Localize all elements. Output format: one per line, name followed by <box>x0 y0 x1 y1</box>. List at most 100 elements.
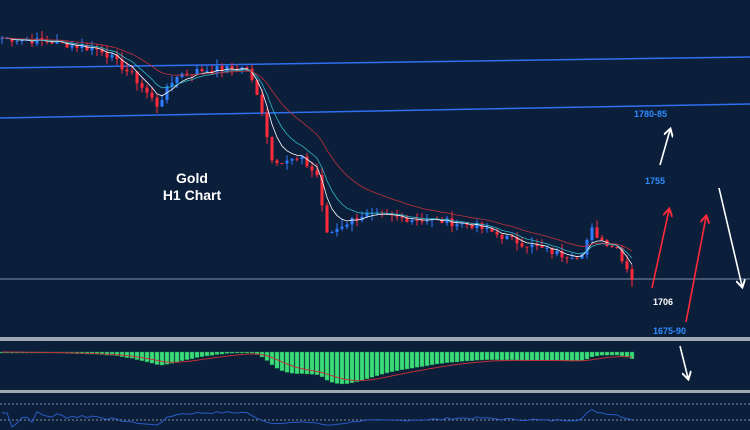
channel-line-lower <box>0 103 750 119</box>
macd-bar <box>479 351 485 361</box>
macd-bar <box>454 351 460 363</box>
candle-body <box>325 205 329 233</box>
macd-bar <box>189 351 195 359</box>
candle-body <box>455 224 459 227</box>
candle-body <box>215 66 219 73</box>
macd-bar <box>184 351 190 360</box>
macd-bar <box>229 351 235 354</box>
candle-body <box>540 246 544 248</box>
macd-bar <box>214 351 220 355</box>
candle-body <box>515 237 519 244</box>
macd-bar <box>244 351 250 354</box>
macd-bar <box>504 351 510 361</box>
annotation-1780-85: 1780-85 <box>634 109 668 119</box>
macd-bar <box>289 351 295 374</box>
candle-body <box>75 45 79 48</box>
macd-bar <box>549 351 555 361</box>
macd-bar <box>109 351 115 356</box>
macd-bar <box>224 351 230 354</box>
macd-bar <box>344 351 350 384</box>
candle-body <box>195 68 199 75</box>
chart-title: Gold H1 Chart <box>150 170 234 204</box>
macd-bar <box>354 351 360 383</box>
candle-body <box>105 52 109 58</box>
candle-body <box>45 40 49 43</box>
candle-body <box>110 55 114 58</box>
macd-bar <box>534 351 540 361</box>
candle-body <box>130 71 134 73</box>
macd-bar <box>614 351 620 356</box>
candle-body <box>420 220 424 222</box>
macd-bar <box>119 351 125 357</box>
macd-bar <box>539 351 545 361</box>
candle-body <box>365 213 369 217</box>
candle-body <box>385 213 389 215</box>
channel-line-upper <box>0 56 750 69</box>
candle-body <box>35 37 39 44</box>
candle-body <box>530 244 534 248</box>
candle-body <box>250 68 254 81</box>
candle-body <box>510 235 514 238</box>
macd-bar <box>174 351 180 363</box>
macd-bar <box>234 351 240 354</box>
macd-bar <box>424 351 430 366</box>
candle-body <box>525 246 529 248</box>
annotations <box>651 130 742 378</box>
macd-bar <box>364 351 370 380</box>
candle-body <box>475 223 479 229</box>
macd-bar <box>284 351 290 373</box>
candle-body <box>270 137 274 161</box>
macd-bar <box>179 351 185 361</box>
candle-body <box>155 97 159 107</box>
candle-body <box>360 216 364 221</box>
macd-bar <box>239 351 245 354</box>
macd-bar <box>554 351 560 361</box>
macd-bar <box>589 351 595 358</box>
macd-bar <box>194 351 200 358</box>
macd-bar <box>169 351 175 364</box>
candle-body <box>340 226 344 229</box>
macd-bar <box>309 351 315 375</box>
candle-body <box>415 219 419 221</box>
macd-bar <box>114 351 120 356</box>
candle-body <box>225 66 229 72</box>
candle-body <box>115 55 119 59</box>
candle-body <box>620 248 624 262</box>
macd-bar <box>329 351 335 383</box>
arrow-down-white <box>718 187 742 286</box>
candle-body <box>15 41 19 43</box>
macd-bar <box>154 351 160 365</box>
macd-bar <box>584 351 590 360</box>
macd-bar <box>519 351 525 361</box>
macd-bar <box>379 351 385 375</box>
macd-bar <box>304 351 310 375</box>
candle-body <box>410 219 414 222</box>
candle-body <box>615 246 619 249</box>
candle-body <box>330 232 334 234</box>
macd-bar <box>204 351 210 357</box>
candle-body <box>265 112 269 138</box>
panel-divider <box>0 390 750 393</box>
candle-body <box>500 234 504 240</box>
candle-body <box>560 251 564 258</box>
macd-bar <box>489 351 495 360</box>
candle-body <box>555 251 559 255</box>
macd-bar <box>144 351 150 363</box>
candle-body <box>295 158 299 160</box>
macd-bar <box>399 351 405 370</box>
macd-bar <box>199 351 205 357</box>
candle-body <box>210 70 214 73</box>
macd-bar <box>294 351 300 374</box>
macd-bar <box>564 351 570 362</box>
candle-body <box>0 38 4 40</box>
arrow-up-red <box>651 210 669 289</box>
macd-bar <box>439 351 445 364</box>
macd-bar <box>349 351 355 383</box>
candle-body <box>610 246 614 248</box>
macd-bar <box>559 351 565 361</box>
macd-bar <box>389 351 395 372</box>
macd-panel <box>0 351 635 385</box>
candle-body <box>565 257 569 259</box>
macd-bar <box>594 351 600 357</box>
